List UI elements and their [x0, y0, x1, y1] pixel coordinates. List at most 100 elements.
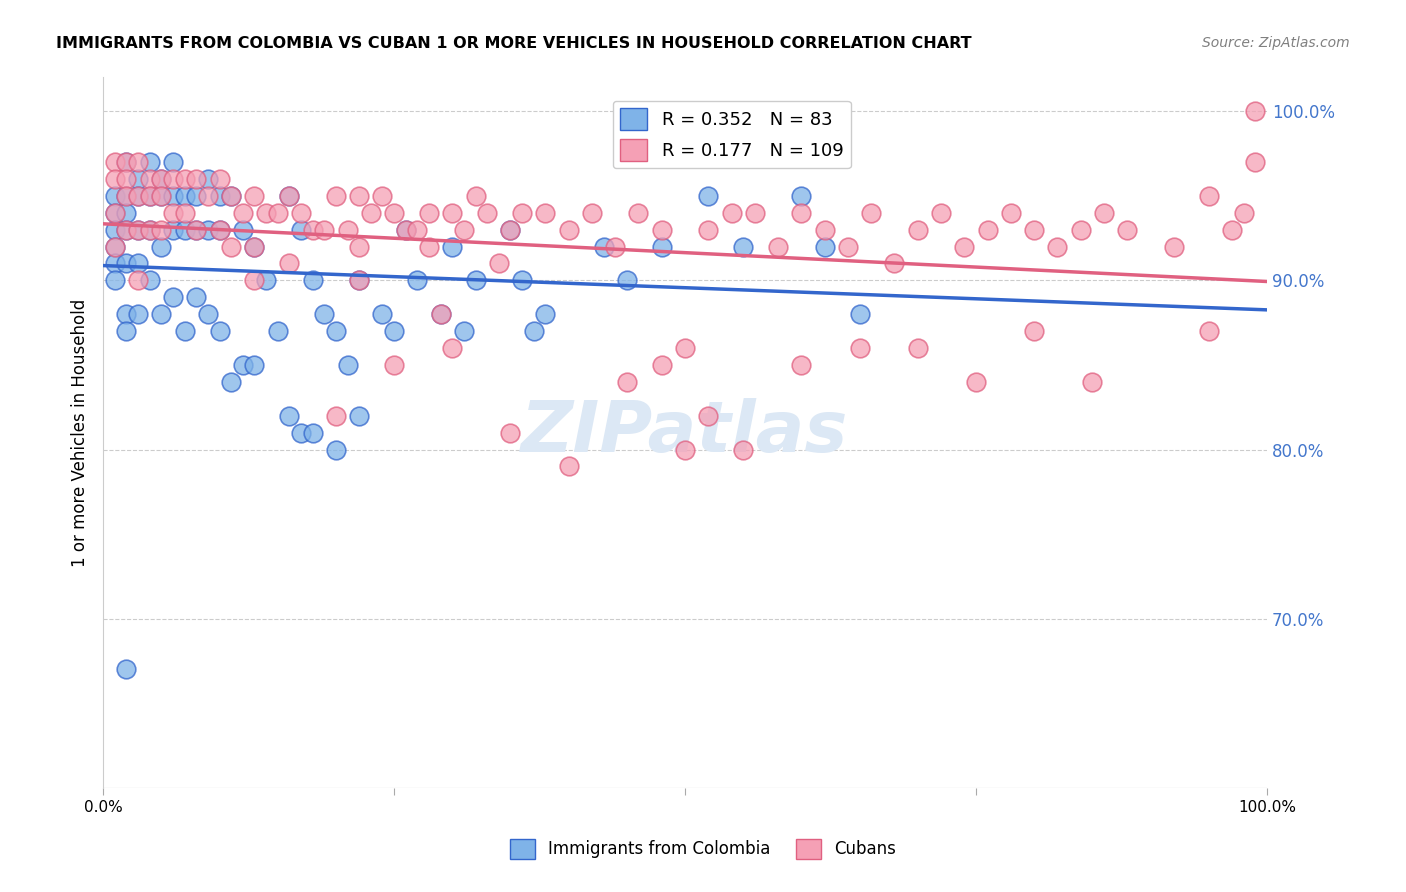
Cubans [616, 375, 638, 389]
Immigrants from Colombia [127, 222, 149, 236]
Immigrants from Colombia [592, 239, 614, 253]
Cubans [464, 189, 486, 203]
Immigrants from Colombia [347, 409, 370, 423]
Immigrants from Colombia [138, 222, 160, 236]
Cubans [1092, 205, 1115, 219]
Cubans [127, 273, 149, 287]
Immigrants from Colombia [232, 222, 254, 236]
Cubans [127, 222, 149, 236]
Immigrants from Colombia [301, 425, 323, 440]
Immigrants from Colombia [115, 324, 138, 338]
Cubans [1244, 104, 1267, 119]
Immigrants from Colombia [347, 273, 370, 287]
Cubans [929, 205, 952, 219]
Cubans [848, 341, 870, 355]
Cubans [162, 205, 184, 219]
Immigrants from Colombia [115, 155, 138, 169]
Cubans [104, 205, 127, 219]
Cubans [104, 155, 127, 169]
Cubans [965, 375, 987, 389]
Cubans [418, 239, 440, 253]
Cubans [581, 205, 603, 219]
Cubans [115, 222, 138, 236]
Cubans [243, 239, 266, 253]
Cubans [278, 256, 301, 270]
Cubans [162, 172, 184, 186]
Immigrants from Colombia [267, 324, 290, 338]
Legend: Immigrants from Colombia, Cubans: Immigrants from Colombia, Cubans [503, 832, 903, 866]
Cubans [115, 189, 138, 203]
Immigrants from Colombia [290, 425, 312, 440]
Cubans [382, 358, 405, 372]
Immigrants from Colombia [162, 222, 184, 236]
Cubans [382, 205, 405, 219]
Cubans [557, 222, 579, 236]
Immigrants from Colombia [127, 172, 149, 186]
Immigrants from Colombia [208, 222, 231, 236]
Cubans [1198, 324, 1220, 338]
Cubans [219, 239, 242, 253]
Immigrants from Colombia [208, 324, 231, 338]
Cubans [673, 341, 696, 355]
Cubans [790, 205, 813, 219]
Cubans [347, 239, 370, 253]
Immigrants from Colombia [733, 239, 755, 253]
Immigrants from Colombia [127, 189, 149, 203]
Cubans [557, 459, 579, 474]
Cubans [186, 172, 208, 186]
Cubans [1024, 324, 1046, 338]
Cubans [314, 222, 336, 236]
Immigrants from Colombia [523, 324, 546, 338]
Cubans [325, 189, 347, 203]
Immigrants from Colombia [115, 205, 138, 219]
Immigrants from Colombia [254, 273, 277, 287]
Immigrants from Colombia [848, 307, 870, 321]
Immigrants from Colombia [197, 222, 219, 236]
Cubans [837, 239, 859, 253]
Cubans [243, 273, 266, 287]
Text: Source: ZipAtlas.com: Source: ZipAtlas.com [1202, 36, 1350, 50]
Cubans [1070, 222, 1092, 236]
Immigrants from Colombia [115, 222, 138, 236]
Cubans [219, 189, 242, 203]
Cubans [197, 189, 219, 203]
Cubans [697, 409, 720, 423]
Immigrants from Colombia [301, 273, 323, 287]
Immigrants from Colombia [173, 324, 195, 338]
Immigrants from Colombia [104, 239, 127, 253]
Immigrants from Colombia [104, 205, 127, 219]
Cubans [1000, 205, 1022, 219]
Cubans [232, 205, 254, 219]
Immigrants from Colombia [464, 273, 486, 287]
Cubans [138, 189, 160, 203]
Cubans [651, 358, 673, 372]
Cubans [186, 222, 208, 236]
Cubans [138, 172, 160, 186]
Immigrants from Colombia [150, 239, 173, 253]
Immigrants from Colombia [138, 155, 160, 169]
Cubans [301, 222, 323, 236]
Cubans [953, 239, 976, 253]
Immigrants from Colombia [278, 409, 301, 423]
Cubans [673, 442, 696, 457]
Immigrants from Colombia [395, 222, 418, 236]
Immigrants from Colombia [499, 222, 522, 236]
Cubans [104, 239, 127, 253]
Cubans [1220, 222, 1243, 236]
Immigrants from Colombia [429, 307, 451, 321]
Cubans [441, 205, 464, 219]
Cubans [907, 341, 929, 355]
Immigrants from Colombia [382, 324, 405, 338]
Cubans [883, 256, 905, 270]
Cubans [290, 205, 312, 219]
Immigrants from Colombia [162, 155, 184, 169]
Immigrants from Colombia [278, 189, 301, 203]
Immigrants from Colombia [138, 273, 160, 287]
Cubans [534, 205, 557, 219]
Immigrants from Colombia [441, 239, 464, 253]
Cubans [406, 222, 429, 236]
Immigrants from Colombia [406, 273, 429, 287]
Immigrants from Colombia [104, 222, 127, 236]
Cubans [651, 222, 673, 236]
Immigrants from Colombia [127, 307, 149, 321]
